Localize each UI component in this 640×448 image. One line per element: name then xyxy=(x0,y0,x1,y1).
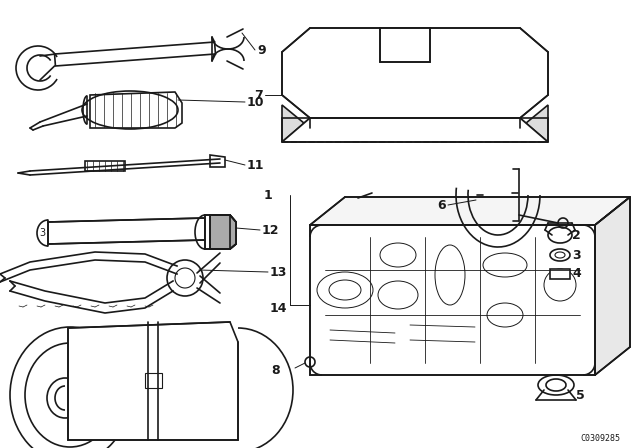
Polygon shape xyxy=(282,105,548,142)
Polygon shape xyxy=(85,161,125,171)
Text: 12: 12 xyxy=(262,224,280,237)
Text: 6: 6 xyxy=(437,198,446,211)
Text: 4: 4 xyxy=(572,267,580,280)
Text: 13: 13 xyxy=(270,266,287,279)
Text: 5: 5 xyxy=(576,388,585,401)
Text: 14: 14 xyxy=(270,302,287,314)
Text: 2: 2 xyxy=(572,228,580,241)
Polygon shape xyxy=(310,225,595,375)
Polygon shape xyxy=(90,92,182,128)
Text: 11: 11 xyxy=(247,159,264,172)
Polygon shape xyxy=(380,28,430,62)
Polygon shape xyxy=(310,197,630,225)
Text: 3: 3 xyxy=(39,228,45,238)
Polygon shape xyxy=(550,269,570,279)
Polygon shape xyxy=(210,215,236,249)
Polygon shape xyxy=(54,42,216,66)
Polygon shape xyxy=(595,197,630,375)
Text: 3: 3 xyxy=(572,249,580,262)
Polygon shape xyxy=(210,155,225,167)
Polygon shape xyxy=(48,218,205,244)
Text: 8: 8 xyxy=(271,363,280,376)
Text: 9: 9 xyxy=(257,43,266,56)
Text: C0309285: C0309285 xyxy=(580,434,620,443)
Text: 10: 10 xyxy=(247,95,264,108)
Polygon shape xyxy=(205,215,236,249)
Polygon shape xyxy=(68,322,238,440)
Polygon shape xyxy=(282,28,548,118)
Text: 7: 7 xyxy=(254,89,263,102)
Text: 1: 1 xyxy=(263,189,272,202)
Polygon shape xyxy=(282,118,548,142)
Polygon shape xyxy=(145,373,162,388)
